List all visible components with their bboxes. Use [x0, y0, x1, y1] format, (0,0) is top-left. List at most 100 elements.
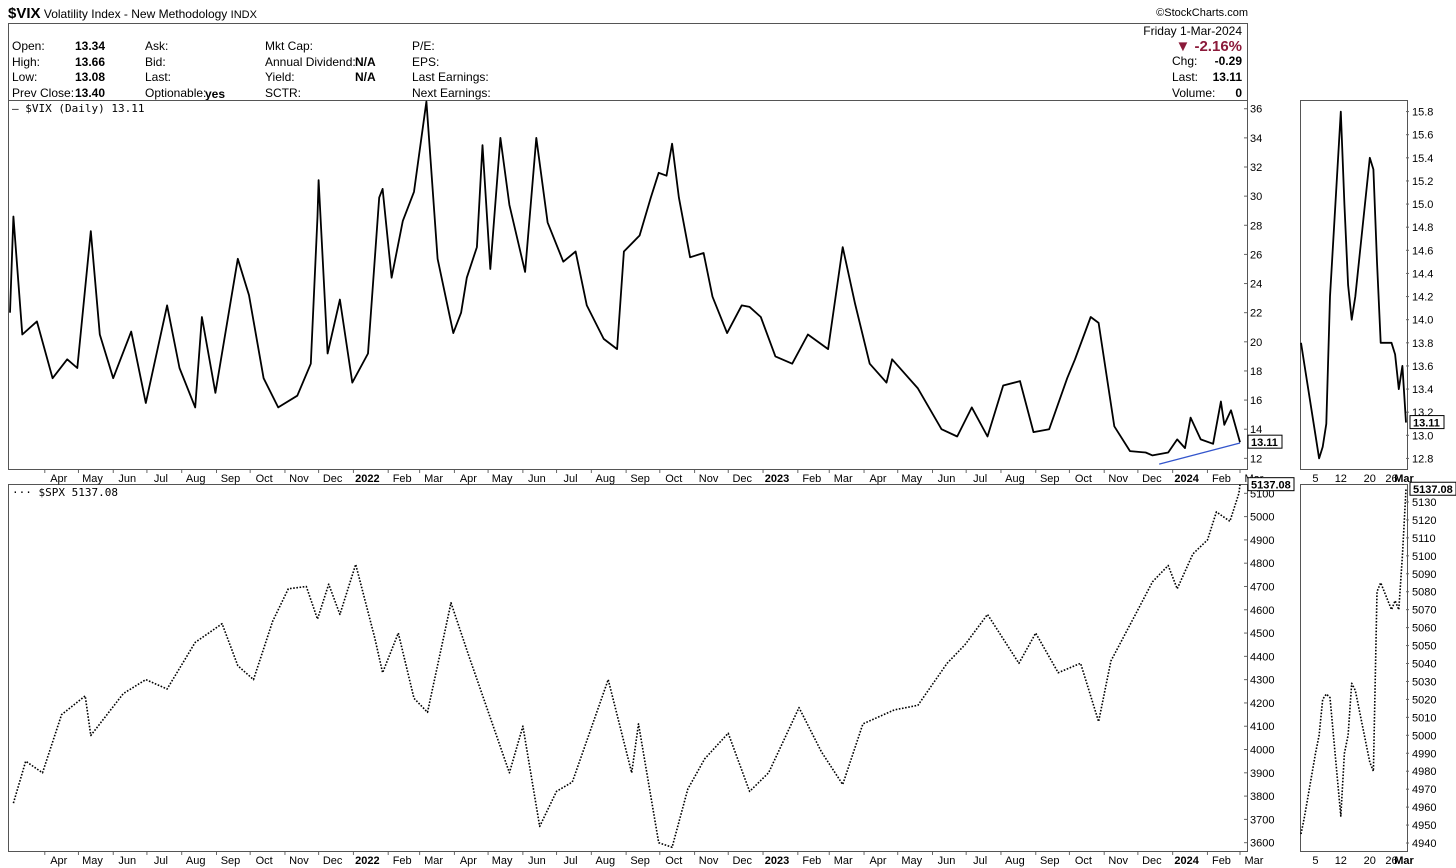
- x-tick-label: Apr: [869, 855, 886, 867]
- y-tick-label: 5050: [1412, 641, 1436, 653]
- instrument-name: Volatility Index - New Methodology: [43, 7, 228, 21]
- x-tick-label: Nov: [1108, 855, 1128, 867]
- y-tick-label: 5010: [1412, 712, 1436, 724]
- quote-label-bid: Bid:: [145, 55, 166, 69]
- x-tick-label: 2024: [1174, 855, 1199, 867]
- y-tick-label: 4940: [1412, 838, 1436, 850]
- y-tick-label: 4200: [1250, 698, 1274, 710]
- y-tick-label: 13.6: [1412, 361, 1433, 373]
- y-tick-label: 4900: [1250, 535, 1274, 547]
- spx-legend: ··· $SPX 5137.08: [12, 486, 118, 499]
- x-tick-label: Jun: [118, 855, 136, 867]
- x-tick-label: Dec: [323, 855, 343, 867]
- volume-label: Volume:: [1172, 86, 1216, 100]
- x-tick-label: Nov: [289, 473, 309, 485]
- y-tick-label: 5060: [1412, 623, 1436, 635]
- x-tick-label: Jul: [154, 855, 168, 867]
- x-tick-label: Aug: [596, 855, 616, 867]
- bottom-zoom-series-line: [1300, 489, 1407, 835]
- brand-label: ©StockCharts.com: [1156, 7, 1248, 19]
- x-tick-label: Dec: [323, 473, 343, 485]
- x-tick-label: Feb: [393, 473, 412, 485]
- last-value-label: 13.11: [1413, 418, 1440, 430]
- quote-label-yield: Yield:: [265, 70, 295, 84]
- x-tick-label: Jul: [973, 855, 987, 867]
- quote-label-lastearnings: Last Earnings:: [412, 70, 489, 84]
- y-tick-label: 26: [1250, 249, 1262, 261]
- x-tick-label: Jun: [118, 473, 136, 485]
- y-tick-label: 5040: [1412, 659, 1436, 671]
- vix-trendline: [1159, 442, 1241, 465]
- y-tick-label: 22: [1250, 308, 1262, 320]
- x-tick-label: Oct: [1075, 855, 1092, 867]
- x-tick-label: Jun: [938, 473, 956, 485]
- quote-value-prevclose: 13.40: [75, 86, 106, 100]
- last-value: 13.11: [1212, 70, 1242, 84]
- y-tick-label: 13.4: [1412, 384, 1433, 396]
- x-tick-label: May: [82, 855, 103, 867]
- x-tick-label: May: [492, 473, 513, 485]
- quote-label-prevclose: Prev Close:: [12, 86, 75, 100]
- x-tick-label: Sep: [630, 473, 650, 485]
- x-tick-label: Sep: [1040, 473, 1060, 485]
- y-tick-label: 4000: [1250, 745, 1274, 757]
- x-tick-label: Nov: [699, 473, 719, 485]
- y-tick-label: 15.4: [1412, 153, 1433, 165]
- x-tick-label: Feb: [393, 855, 412, 867]
- x-tick-label: Jun: [528, 473, 546, 485]
- y-tick-label: 4100: [1250, 721, 1274, 733]
- last-value-label: 5137.08: [1413, 484, 1453, 496]
- x-tick-label: Dec: [1142, 855, 1162, 867]
- x-tick-label: Aug: [1005, 473, 1025, 485]
- x-tick-label: 2022: [355, 855, 379, 867]
- y-tick-label: 4700: [1250, 581, 1274, 593]
- y-tick-label: 14.6: [1412, 245, 1433, 257]
- x-tick-label: 20: [1364, 473, 1376, 485]
- y-tick-label: 5110: [1412, 533, 1436, 545]
- y-tick-label: 4800: [1250, 558, 1274, 570]
- y-tick-label: 20: [1250, 337, 1262, 349]
- last-value-label: 5137.08: [1251, 480, 1291, 492]
- x-tick-label: May: [901, 855, 922, 867]
- quote-value-high: 13.66: [75, 55, 106, 69]
- x-tick-label: Apr: [460, 855, 477, 867]
- bottom-series-line: [12, 484, 1241, 849]
- y-tick-label: 24: [1250, 279, 1262, 291]
- x-tick-label: Apr: [869, 473, 886, 485]
- quote-label-nextearnings: Next Earnings:: [412, 86, 491, 100]
- y-tick-label: 28: [1250, 220, 1262, 232]
- y-tick-label: 14.2: [1412, 292, 1433, 304]
- y-tick-label: 30: [1250, 191, 1262, 203]
- last-label: Last:: [1172, 70, 1199, 84]
- last-value-box: [1247, 477, 1295, 492]
- x-tick-label: May: [492, 855, 513, 867]
- x-tick-label: Mar: [1245, 855, 1264, 867]
- x-tick-label: Jul: [564, 855, 578, 867]
- title-bar: $VIX Volatility Index - New Methodology …: [8, 5, 257, 22]
- quote-label-annualdividend: Annual Dividend:: [265, 55, 356, 69]
- last-value-box: [1247, 434, 1283, 449]
- x-tick-label: Oct: [256, 855, 273, 867]
- y-tick-label: 13.0: [1412, 430, 1433, 442]
- y-tick-label: 15.0: [1412, 199, 1433, 211]
- y-tick-label: 14.0: [1412, 315, 1433, 327]
- spx-legend-label: $SPX 5137.08: [38, 486, 118, 499]
- quote-label-open: Open:: [12, 39, 45, 53]
- last-value-label: 13.11: [1251, 437, 1278, 449]
- quote-label-optionable: Optionable:: [145, 86, 207, 100]
- y-tick-label: 12: [1250, 453, 1262, 465]
- y-tick-label: 4950: [1412, 820, 1436, 832]
- y-tick-label: 4980: [1412, 766, 1436, 778]
- y-tick-label: 4500: [1250, 628, 1274, 640]
- x-tick-label: Aug: [186, 855, 206, 867]
- vix-chart-frame: [8, 100, 1248, 470]
- quote-value-optionable: yes: [205, 87, 226, 101]
- x-tick-label: Apr: [50, 473, 67, 485]
- quote-label-eps: EPS:: [412, 55, 440, 69]
- quote-label-sctr: SCTR:: [265, 86, 301, 100]
- y-tick-label: 14.8: [1412, 222, 1433, 234]
- x-tick-label: Nov: [289, 855, 309, 867]
- x-tick-label: Feb: [1212, 473, 1231, 485]
- quote-label-ask: Ask:: [145, 39, 169, 53]
